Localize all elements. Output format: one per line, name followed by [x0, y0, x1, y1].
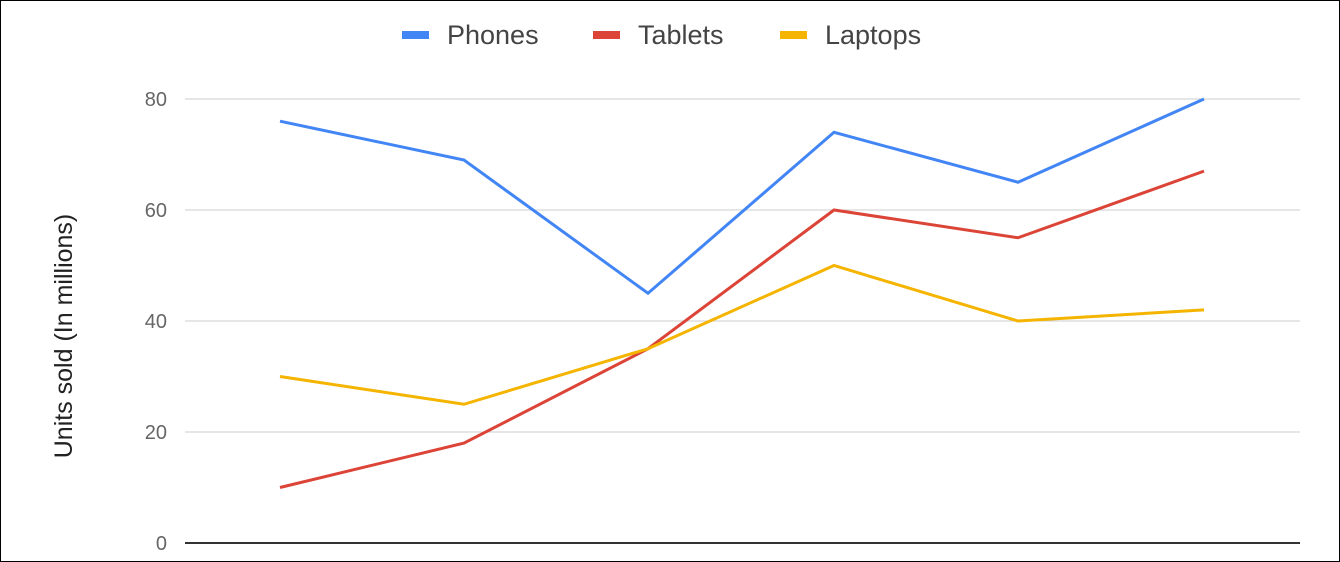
y-axis-ticks: 0 20 40 60 80	[145, 89, 167, 555]
y-tick-label: 80	[145, 89, 167, 111]
legend-label: Phones	[447, 20, 539, 50]
series-lines	[279, 97, 1205, 489]
series-line-tablets	[279, 169, 1205, 489]
series-line-phones	[279, 97, 1205, 296]
legend-label: Laptops	[825, 20, 921, 50]
legend: Phones Tablets Laptops	[402, 20, 921, 50]
legend-label: Tablets	[638, 20, 724, 50]
legend-swatch	[402, 31, 429, 39]
y-axis-label: Units sold (In millions)	[50, 214, 78, 459]
legend-swatch	[780, 31, 807, 39]
gridlines	[185, 98, 1300, 433]
y-tick-label: 40	[145, 311, 167, 333]
legend-item-phones: Phones	[402, 20, 539, 50]
legend-item-tablets: Tablets	[593, 20, 724, 50]
legend-swatch	[593, 31, 620, 39]
series-line-laptops	[279, 263, 1205, 406]
legend-item-laptops: Laptops	[780, 20, 921, 50]
y-tick-label: 60	[145, 200, 167, 222]
y-tick-label: 20	[145, 422, 167, 444]
y-tick-label: 0	[156, 533, 167, 555]
